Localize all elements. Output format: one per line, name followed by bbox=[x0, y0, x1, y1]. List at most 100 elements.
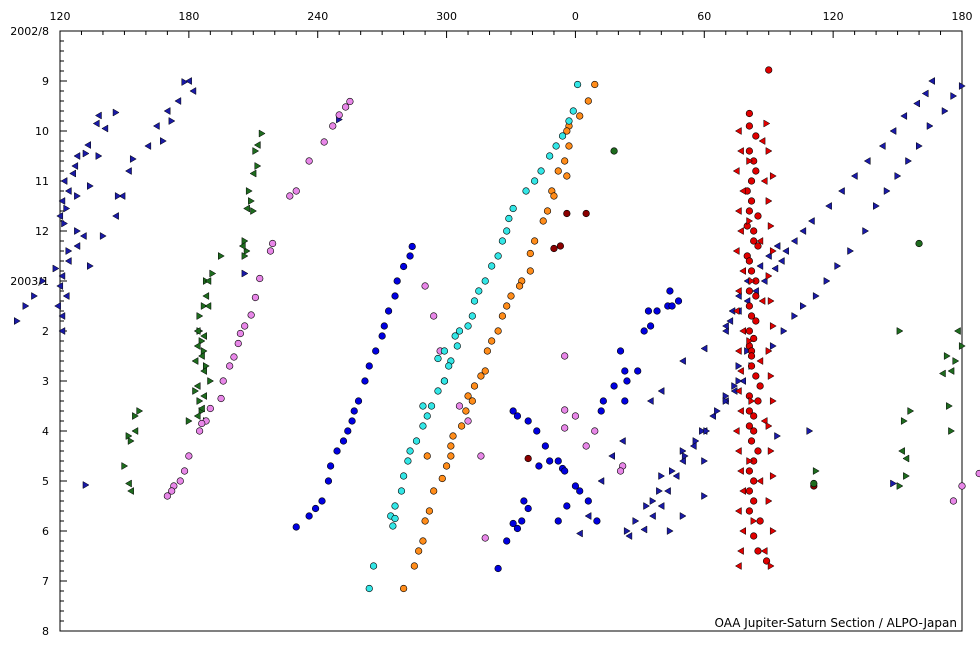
point-triangle-right bbox=[127, 437, 135, 445]
point-triangle-right bbox=[769, 342, 777, 350]
point-circle bbox=[447, 452, 455, 460]
point-circle bbox=[412, 437, 421, 445]
point-circle bbox=[335, 111, 343, 119]
y-tick-label: 2003/1 bbox=[10, 275, 49, 288]
point-circle bbox=[378, 332, 386, 340]
point-circle bbox=[342, 103, 350, 111]
point-circle bbox=[464, 322, 472, 330]
point-triangle-right bbox=[129, 155, 137, 163]
point-triangle-right bbox=[812, 467, 820, 475]
point-circle bbox=[408, 242, 416, 251]
point-triangle-right bbox=[765, 272, 773, 280]
point-triangle-left bbox=[734, 447, 742, 455]
point-triangle-left bbox=[193, 327, 201, 335]
point-triangle-right bbox=[823, 277, 831, 285]
x-axis: 120 180 240 300 0 60 120 180 bbox=[50, 10, 973, 38]
point-circle bbox=[616, 467, 625, 475]
point-triangle-right bbox=[181, 78, 189, 86]
point-circle bbox=[176, 477, 184, 485]
point-triangle-left bbox=[200, 367, 207, 375]
point-circle bbox=[292, 187, 300, 195]
point-triangle-left bbox=[782, 247, 789, 255]
point-circle bbox=[324, 477, 333, 485]
y-tick-label: 12 bbox=[35, 225, 49, 238]
point-circle bbox=[365, 362, 373, 370]
point-triangle-right bbox=[22, 302, 30, 310]
point-triangle-left bbox=[739, 327, 746, 335]
point-circle bbox=[561, 157, 569, 165]
point-circle bbox=[513, 524, 522, 533]
point-circle bbox=[380, 322, 388, 330]
point-triangle-right bbox=[63, 204, 71, 213]
point-triangle-left bbox=[734, 387, 742, 395]
point-circle bbox=[406, 252, 414, 260]
point-triangle-right bbox=[903, 472, 910, 480]
point-triangle-left bbox=[185, 77, 192, 85]
point-circle bbox=[421, 282, 429, 290]
point-triangle-left bbox=[732, 307, 740, 315]
point-circle bbox=[810, 479, 818, 488]
point-triangle-left bbox=[737, 147, 744, 155]
point-triangle-left bbox=[576, 529, 583, 538]
point-triangle-left bbox=[850, 172, 858, 180]
point-circle bbox=[430, 487, 438, 495]
point-circle bbox=[571, 412, 580, 420]
point-triangle-left bbox=[73, 242, 81, 250]
point-circle bbox=[400, 584, 408, 593]
point-circle bbox=[584, 497, 592, 505]
point-circle bbox=[419, 537, 427, 545]
point-triangle-left bbox=[938, 369, 946, 378]
point-circle bbox=[747, 177, 756, 185]
point-circle bbox=[745, 507, 753, 515]
point-triangle-right bbox=[701, 492, 708, 500]
point-circle bbox=[419, 422, 427, 430]
point-triangle-right bbox=[258, 129, 266, 138]
point-triangle-left bbox=[722, 322, 729, 330]
point-triangle-left bbox=[58, 312, 66, 320]
x-tick-label: 180 bbox=[952, 10, 973, 23]
point-circle bbox=[756, 517, 764, 525]
point-circle bbox=[752, 132, 760, 140]
point-triangle-right bbox=[946, 402, 953, 410]
point-circle bbox=[576, 112, 584, 120]
point-circle bbox=[391, 502, 399, 510]
point-circle bbox=[554, 167, 562, 175]
point-triangle-left bbox=[863, 157, 871, 165]
point-triangle-left bbox=[646, 397, 654, 405]
point-triangle-left bbox=[193, 342, 201, 350]
point-circle bbox=[515, 282, 524, 290]
point-circle bbox=[576, 487, 584, 495]
point-circle bbox=[958, 482, 966, 490]
point-triangle-left bbox=[838, 187, 845, 195]
point-circle bbox=[646, 322, 655, 330]
point-circle bbox=[915, 239, 923, 248]
point-circle bbox=[747, 197, 756, 205]
point-triangle-right bbox=[196, 397, 204, 405]
point-circle bbox=[470, 382, 479, 390]
point-circle bbox=[644, 307, 653, 315]
point-circle bbox=[445, 362, 453, 370]
point-triangle-right bbox=[74, 192, 81, 200]
point-triangle-right bbox=[31, 292, 38, 300]
point-triangle-right bbox=[39, 277, 47, 285]
point-triangle-right bbox=[952, 357, 960, 365]
point-circle bbox=[610, 147, 618, 155]
point-circle bbox=[754, 447, 762, 455]
y-tick-label: 11 bbox=[35, 175, 49, 188]
point-circle bbox=[745, 147, 753, 155]
point-triangle-left bbox=[618, 437, 626, 445]
point-triangle-right bbox=[248, 197, 255, 205]
x-tick-label: 0 bbox=[572, 10, 579, 23]
point-circle bbox=[305, 512, 313, 520]
point-triangle-right bbox=[241, 252, 249, 260]
point-triangle-left bbox=[777, 257, 785, 265]
point-circle bbox=[498, 237, 507, 245]
point-circle bbox=[440, 347, 449, 355]
point-circle bbox=[438, 474, 446, 483]
point-circle bbox=[752, 317, 760, 325]
point-triangle-right bbox=[941, 107, 949, 115]
point-triangle-right bbox=[250, 207, 257, 215]
point-triangle-right bbox=[746, 457, 754, 465]
point-circle bbox=[318, 497, 326, 505]
point-triangle-left bbox=[125, 167, 132, 175]
